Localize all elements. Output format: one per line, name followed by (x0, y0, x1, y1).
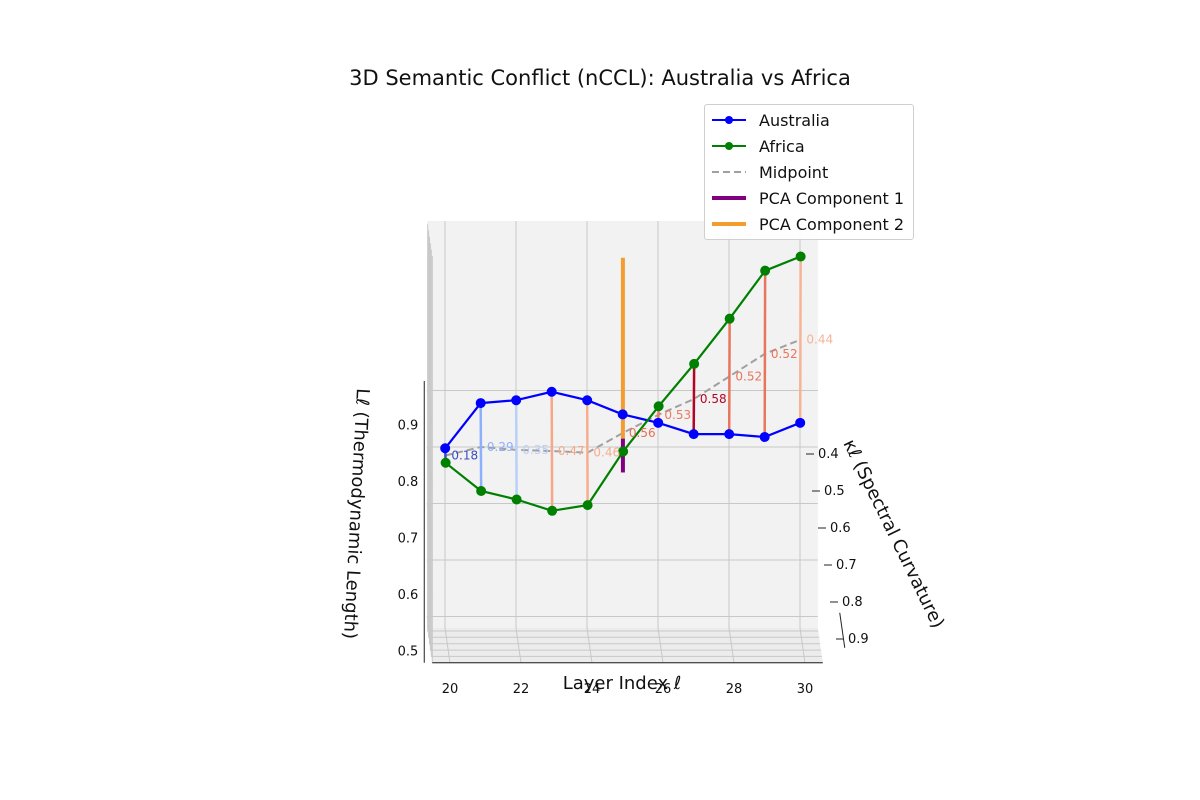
legend: Australia Africa Midpoint PCA Component … (704, 104, 914, 240)
africa-point-layer-28 (724, 313, 735, 324)
z-tick-label-4: 0.9 (398, 419, 419, 434)
conflict-label-layer-24: 0.46 (593, 446, 620, 460)
y-axis-line (839, 612, 846, 648)
legend-label-midpoint: Midpoint (759, 162, 829, 182)
conflict-labels: 0.18 0.29 0.35 0.47 0.46 0.56 0.53 0.58 0.52 0.52… (451, 333, 833, 463)
z-tick-label-0: 0.5 (398, 645, 419, 660)
grid-line-y-1 (428, 230, 820, 638)
grid-line-x-1 (515, 221, 522, 663)
x-tick-label-3: 26 (655, 682, 672, 697)
africa-point-layer-29 (760, 265, 771, 276)
conflict-label-layer-26: 0.53 (664, 408, 691, 422)
legend-label-pca1: PCA Component 1 (759, 188, 905, 208)
conflict-label-layer-30: 0.44 (806, 333, 833, 347)
x-tick-label-1: 22 (513, 682, 530, 697)
z-tick-label-2: 0.7 (398, 532, 419, 547)
y-tick-label-2: 0.6 (830, 521, 851, 536)
x-tick-label-0: 20 (442, 682, 459, 697)
legend-symbol-pca2 (712, 222, 746, 226)
legend-label-pca2: PCA Component 2 (759, 214, 905, 234)
grid-line-x-0 (444, 221, 451, 663)
midpoint-line (445, 338, 801, 457)
x-axis-label: Layer Index ℓ (563, 673, 682, 694)
y-tick-label-0: 0.4 (818, 447, 839, 462)
legend-label-africa: Africa (759, 136, 805, 156)
conflict-label-layer-25: 0.56 (629, 426, 656, 440)
africa-point-layer-23 (547, 505, 558, 516)
legend-symbol-africa (712, 142, 746, 150)
conflict-label-layer-20: 0.18 (451, 449, 478, 463)
legend-symbol-midpoint (712, 171, 746, 173)
australia-point-layer-26 (653, 417, 664, 428)
y-tick-label-3: 0.7 (836, 558, 857, 573)
legend-item-pca1: PCA Component 1 (711, 186, 904, 210)
australia-point-layer-22 (511, 395, 522, 406)
z-tick-label-1: 0.6 (398, 588, 419, 603)
grid-line-x-3 (657, 221, 664, 663)
x-tick-label-4: 28 (726, 682, 743, 697)
chart-title: 3D Semantic Conflict (nCCL): Australia v… (349, 66, 851, 90)
australia-point-layer-21 (475, 398, 486, 409)
africa-point-layer-21 (476, 486, 487, 497)
africa-point-layer-24 (582, 500, 593, 511)
z-tick-label-3: 0.8 (398, 475, 419, 490)
grid-line-y-2 (429, 236, 820, 645)
australia-point-layer-27 (688, 429, 699, 440)
australia-point-layer-24 (582, 395, 593, 406)
legend-item-africa: Africa (711, 134, 805, 158)
legend-item-midpoint: Midpoint (711, 160, 828, 184)
conflict-label-layer-29: 0.52 (771, 347, 798, 361)
legend-item-australia: Australia (711, 108, 830, 132)
legend-symbol-australia (712, 116, 746, 124)
australia-point-layer-30 (795, 417, 806, 428)
floor-pane (427, 627, 823, 663)
africa-point-layer-30 (795, 251, 806, 262)
australia-point-layer-20 (440, 443, 451, 454)
grid-line-y-3 (429, 243, 821, 651)
conflict-label-layer-23: 0.47 (558, 444, 585, 458)
conflict-label-layer-21: 0.29 (487, 440, 514, 454)
data-marks (440, 251, 806, 516)
x-tick-label-5: 30 (797, 682, 814, 697)
africa-point-layer-20 (440, 457, 451, 468)
conflict-label-layer-27: 0.58 (700, 392, 727, 406)
y-tick-label-4: 0.8 (842, 595, 863, 610)
australia-point-layer-29 (759, 431, 770, 442)
africa-point-layer-26 (653, 401, 664, 412)
australia-point-layer-25 (617, 409, 628, 420)
australia-point-layer-28 (724, 429, 735, 440)
y-tick-label-5: 0.9 (848, 632, 869, 647)
y-tick-label-1: 0.5 (824, 484, 845, 499)
australia-point-layer-23 (546, 386, 557, 397)
x-tick-label-2: 24 (584, 682, 601, 697)
z-axis-label: Lℓ (Thermodynamic Length) (339, 388, 373, 640)
axis-ticks: 20 22 24 26 28 30 0.4 0.5 0.6 0.7 0.8 0.9 0.5 0.6 0.7 0… (398, 381, 869, 697)
grid-line-y-4 (430, 249, 822, 657)
africa-point-layer-27 (689, 358, 700, 369)
legend-item-pca2: PCA Component 2 (711, 212, 904, 236)
legend-label-australia: Australia (759, 110, 830, 130)
conflict-label-layer-22: 0.35 (522, 443, 549, 457)
grid-line-y-0 (427, 224, 819, 632)
legend-symbol-pca1 (712, 196, 746, 200)
conflict-label-layer-28: 0.52 (735, 369, 762, 383)
africa-point-layer-25 (618, 446, 629, 457)
grid-line-x-2 (586, 221, 593, 663)
africa-point-layer-22 (511, 494, 522, 505)
